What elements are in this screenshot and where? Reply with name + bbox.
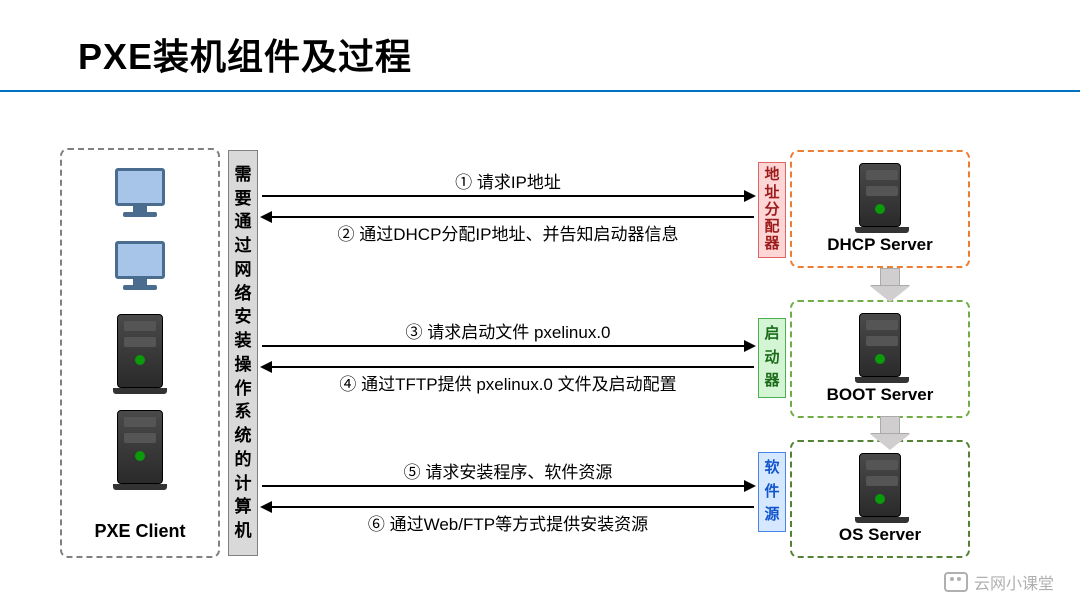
down-arrow-icon <box>870 416 910 448</box>
flow-step-3: ③ 请求启动文件 pxelinux.0 <box>262 318 754 347</box>
pxe-client-box: PXE Client <box>60 148 220 558</box>
arrow-right-icon <box>262 345 754 347</box>
flow-step-6: ⑥ 通过Web/FTP等方式提供安装资源 <box>262 506 754 535</box>
server-icon <box>855 453 905 521</box>
client-description-bar: 需 要 通 过 网 络 安 装 操 作 系 统 的 计 算 机 <box>228 150 258 556</box>
flow-step-4: ④ 通过TFTP提供 pxelinux.0 文件及启动配置 <box>262 366 754 395</box>
watermark: 云网小课堂 <box>944 570 1054 594</box>
arrow-right-icon <box>262 195 754 197</box>
title-underline <box>0 90 1080 92</box>
desktop-icon <box>110 241 170 296</box>
page-title: PXE装机组件及过程 <box>78 28 412 80</box>
dhcp-tag: 地址分配器 <box>758 162 786 258</box>
server-icon <box>113 314 168 392</box>
boot-server-box: BOOT Server <box>790 300 970 418</box>
desktop-icon <box>110 168 170 223</box>
wechat-icon <box>944 572 968 592</box>
down-arrow-icon <box>870 268 910 300</box>
os-server-box: OS Server <box>790 440 970 558</box>
arrow-left-icon <box>262 366 754 368</box>
server-icon <box>113 410 168 488</box>
flow-step-5: ⑤ 请求安装程序、软件资源 <box>262 458 754 487</box>
flow-step-1: ① 请求IP地址 <box>262 168 754 197</box>
server-icon <box>855 313 905 381</box>
arrow-right-icon <box>262 485 754 487</box>
client-label: PXE Client <box>94 521 185 542</box>
dhcp-server-box: DHCP Server <box>790 150 970 268</box>
os-tag: 软件源 <box>758 452 786 532</box>
arrow-left-icon <box>262 506 754 508</box>
boot-tag: 启动器 <box>758 318 786 398</box>
flow-step-2: ② 通过DHCP分配IP地址、并告知启动器信息 <box>262 216 754 245</box>
server-icon <box>855 163 905 231</box>
arrow-left-icon <box>262 216 754 218</box>
